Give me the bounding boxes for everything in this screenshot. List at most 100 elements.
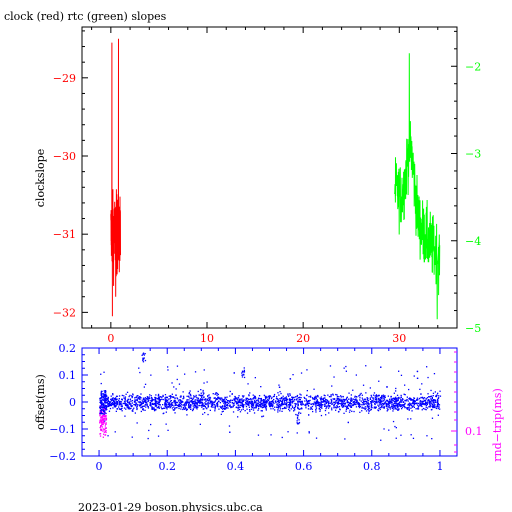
offset-point: [392, 420, 395, 423]
offset-point: [197, 406, 199, 408]
offset-point: [338, 406, 341, 408]
offset-point: [386, 410, 388, 412]
offset-point: [105, 398, 107, 400]
offset-point: [259, 403, 261, 406]
offset-point: [159, 396, 161, 398]
offset-point: [237, 399, 239, 401]
offset-point: [289, 394, 291, 396]
rndtrip-point: [102, 420, 105, 422]
offset-point: [354, 399, 356, 401]
offset-point: [173, 406, 175, 408]
offset-point: [363, 398, 365, 400]
offset-point: [336, 400, 338, 402]
offset-point: [293, 400, 295, 402]
offset-point: [166, 400, 168, 403]
offset-point: [255, 403, 258, 405]
offset-point: [157, 403, 159, 405]
offset-point: [148, 429, 150, 432]
offset-point: [352, 389, 354, 391]
offset-point: [416, 370, 419, 373]
offset-point: [400, 404, 403, 406]
offset-point: [373, 406, 376, 408]
offset-point: [393, 398, 396, 400]
offset-point: [182, 395, 185, 397]
offset-point: [344, 399, 346, 401]
offset-point: [435, 400, 437, 402]
offset-point: [238, 406, 240, 408]
offset-point: [188, 406, 190, 408]
offset-point: [242, 405, 245, 408]
offset-point: [330, 396, 332, 398]
offset-point: [219, 405, 221, 408]
offset-point: [307, 404, 310, 407]
offset-point: [126, 400, 128, 402]
offset-point: [289, 402, 291, 405]
offset-point: [431, 400, 433, 402]
offset-point: [437, 406, 439, 408]
offset-point: [157, 395, 159, 397]
offset-point: [358, 406, 361, 409]
offset-point: [222, 399, 224, 401]
offset-point: [396, 406, 398, 408]
offset-point: [315, 408, 317, 411]
offset-point: [362, 407, 365, 409]
offset-point: [300, 403, 302, 405]
offset-point: [216, 404, 218, 406]
offset-point: [180, 406, 183, 408]
offset-point: [306, 403, 308, 405]
offset-point: [250, 405, 253, 407]
offset-point: [333, 407, 335, 409]
offset-point: [392, 410, 394, 412]
offset-point: [438, 395, 440, 397]
offset-point: [358, 404, 360, 406]
offset-point: [195, 403, 197, 405]
offset-point: [276, 406, 278, 408]
offset-point: [396, 403, 398, 405]
offset-point: [130, 395, 133, 397]
offset-point: [214, 401, 216, 403]
offset-point: [348, 398, 350, 400]
offset-point: [361, 406, 363, 408]
offset-point: [363, 403, 365, 406]
offset-point: [189, 397, 191, 399]
offset-point: [254, 398, 256, 400]
offset-point: [148, 397, 150, 400]
offset-point: [106, 402, 108, 404]
offset-point: [165, 400, 167, 402]
offset-point: [169, 404, 171, 406]
offset-point: [283, 400, 286, 402]
offset-point: [99, 406, 101, 409]
top-panel: clockslope 0 10 20 30−32−31−30−29−5−4−3−2: [34, 26, 481, 345]
offset-point: [205, 398, 207, 400]
offset-point: [352, 398, 355, 400]
offset-point: [281, 408, 284, 410]
offset-point: [203, 399, 205, 401]
offset-point: [107, 397, 109, 399]
offset-point: [222, 408, 224, 410]
offset-point: [425, 409, 427, 411]
offset-point: [194, 399, 196, 401]
offset-point: [313, 398, 316, 400]
offset-point: [214, 407, 216, 409]
offset-point: [120, 401, 123, 403]
offset-point: [289, 401, 291, 403]
offset-point: [217, 401, 219, 404]
offset-point: [382, 395, 384, 398]
offset-point: [359, 406, 361, 408]
offset-point: [420, 404, 423, 406]
offset-point: [424, 408, 426, 410]
offset-point: [125, 404, 127, 407]
offset-point: [100, 402, 102, 405]
offset-point: [240, 409, 243, 411]
rndtrip-point: [101, 418, 103, 421]
offset-point: [154, 398, 156, 400]
offset-point: [328, 401, 330, 404]
offset-point: [217, 396, 219, 399]
offset-point: [202, 413, 204, 415]
offset-point: [420, 393, 422, 395]
offset-point: [307, 400, 309, 403]
offset-point: [252, 403, 254, 405]
offset-point: [367, 400, 370, 402]
offset-point: [201, 406, 203, 408]
offset-point: [388, 403, 390, 406]
